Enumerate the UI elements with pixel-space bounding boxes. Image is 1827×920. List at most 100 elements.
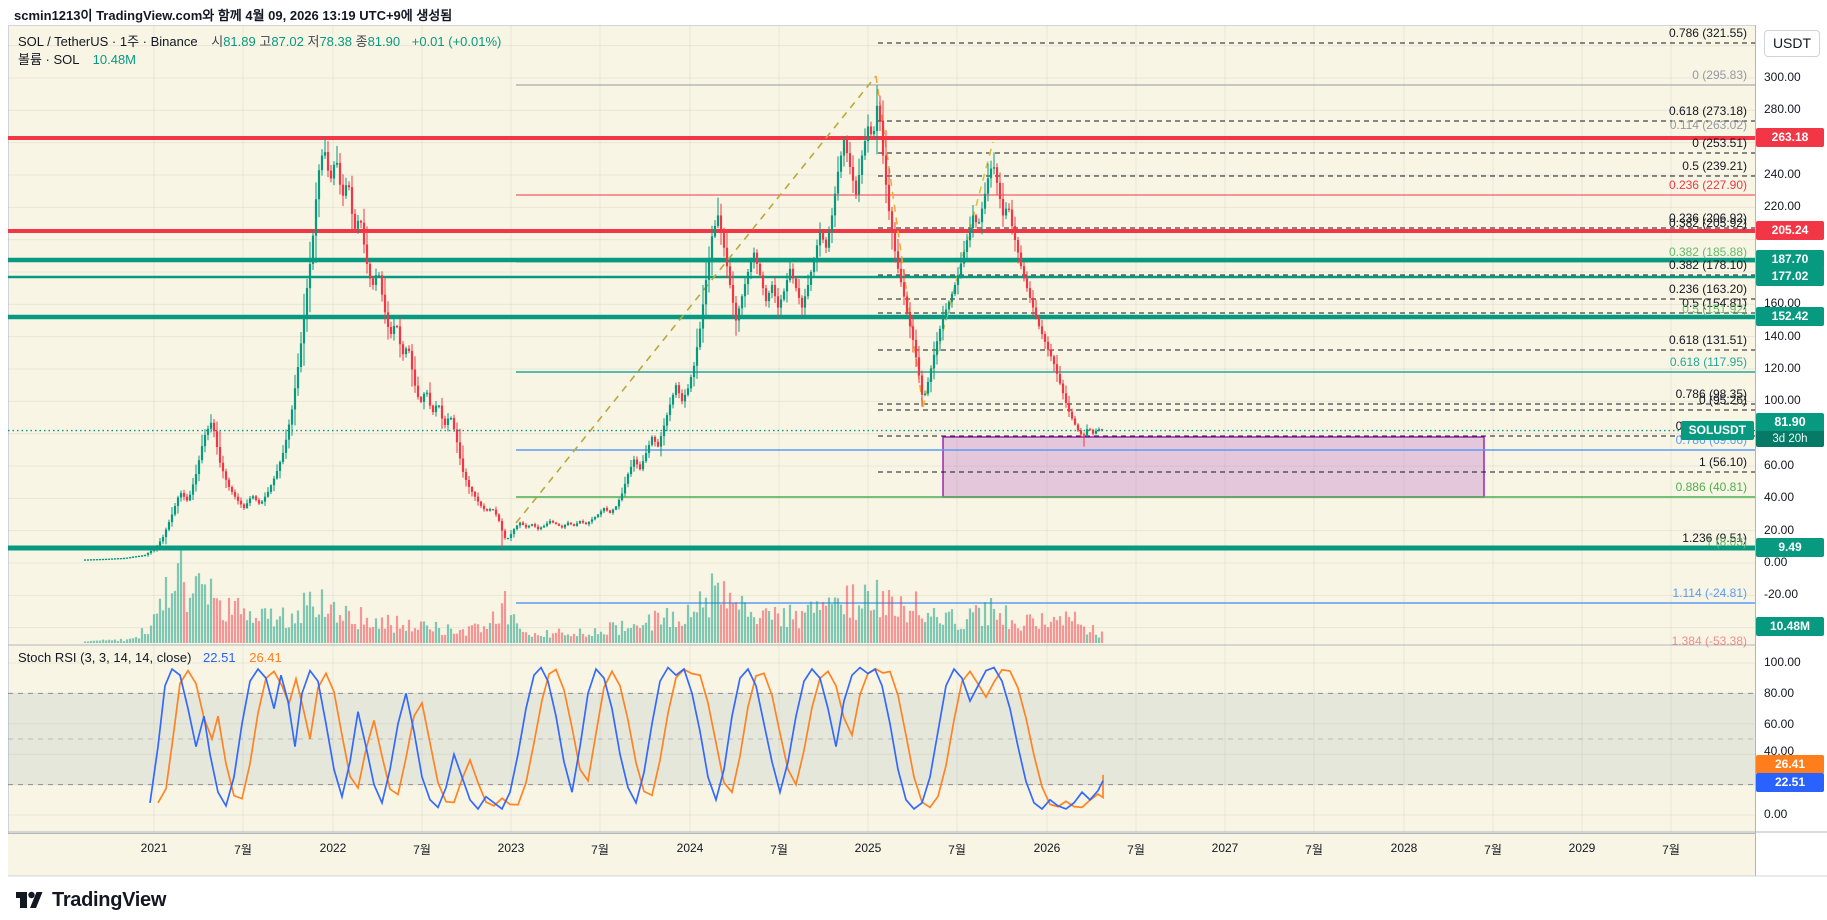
ohlc-key: 고: [259, 34, 272, 49]
axis-price-tag: 263.18: [1756, 128, 1824, 147]
time-axis-label: 7월: [1305, 843, 1323, 857]
time-axis-label: 2027: [1211, 841, 1239, 855]
time-axis-label: 7월: [1127, 843, 1145, 857]
price-axis-tick: 220.00: [1764, 199, 1801, 213]
time-axis-label: 7월: [234, 843, 252, 857]
price-axis-tick: 120.00: [1764, 361, 1801, 375]
volume-value: 10.48M: [92, 52, 137, 67]
volume-legend-row[interactable]: 볼륨 · SOL 10.48M: [18, 49, 136, 68]
time-axis-label: 2022: [319, 841, 347, 855]
candles: [83, 85, 1104, 561]
currency-toggle-button[interactable]: USDT: [1764, 30, 1820, 57]
highlight-box[interactable]: [942, 436, 1485, 498]
axis-price-tag: 187.70: [1756, 250, 1824, 269]
stoch-rsi-title[interactable]: Stoch RSI (3, 3, 14, 14, close): [18, 650, 192, 665]
change-value: +0.01 (+0.01%): [411, 34, 502, 49]
symbol-legend-row[interactable]: SOL / TetherUS · 1주 · Binance 시81.89 고87…: [18, 31, 501, 50]
fib-level-label: 0.786 (98.35): [1675, 387, 1747, 401]
tradingview-logo[interactable]: TradingView: [14, 886, 166, 914]
time-axis-label: 7월: [591, 843, 609, 857]
price-axis-tick: 0.00: [1764, 807, 1788, 821]
fib-level-label: 0 (295.83): [1692, 68, 1747, 82]
ohlc-value: 81.89: [223, 34, 260, 49]
axis-price-tag: 26.41: [1756, 755, 1824, 774]
current-price-tag: 81.90 3d 20h: [1756, 413, 1824, 447]
time-axis-label: 2028: [1390, 841, 1418, 855]
fib-level-label: 1 (8.03): [1705, 535, 1747, 549]
symbol-price-label: SOLUSDT: [1680, 421, 1754, 440]
time-axis-label: 2025: [854, 841, 882, 855]
axis-price-tag: 205.24: [1756, 221, 1824, 240]
time-axis-label: 2021: [140, 841, 168, 855]
current-price-value: 81.90: [1756, 413, 1824, 431]
fib-level-label: 0.236 (163.20): [1668, 282, 1747, 296]
time-axis-label: 2024: [676, 841, 704, 855]
ohlc-key: 저: [307, 34, 320, 49]
price-axis-tick: 80.00: [1764, 686, 1795, 700]
fib-level-label: 0 (95.26): [1698, 393, 1747, 407]
fib-level-label: 0.618 (117.95): [1669, 355, 1747, 369]
price-axis-tick: 40.00: [1764, 490, 1795, 504]
volume-label[interactable]: 볼륨 · SOL: [18, 52, 80, 67]
time-axis-label: 2026: [1033, 841, 1061, 855]
fib-level-label: 0 (253.51): [1692, 136, 1747, 150]
stoch-k-value: 22.51: [203, 650, 236, 665]
axis-price-tag: 22.51: [1756, 773, 1824, 792]
volume-bars: [83, 550, 1104, 643]
top-strip: scmin1213이 TradingView.com와 함께 4월 09, 20…: [0, 0, 1827, 25]
fib-level-label: 1 (56.10): [1698, 455, 1747, 469]
price-axis-tick: 60.00: [1764, 458, 1795, 472]
fib-level-label: 1.384 (-53.38): [1671, 634, 1747, 648]
candle-countdown: 3d 20h: [1756, 431, 1824, 447]
fib-level-label: 0.382 (205.92): [1668, 216, 1747, 230]
tradingview-logo-text: TradingView: [52, 888, 167, 911]
price-axis-tick: 20.00: [1764, 523, 1795, 537]
time-axis-label: 7월: [1662, 843, 1680, 857]
stoch-d-value: 26.41: [249, 650, 282, 665]
price-axis[interactable]: [1755, 25, 1827, 876]
stoch-rsi-legend[interactable]: Stoch RSI (3, 3, 14, 14, close) 22.51 26…: [18, 650, 282, 665]
axis-price-tag: 152.42: [1756, 307, 1824, 326]
price-axis-tick: 140.00: [1764, 329, 1801, 343]
time-axis-label: 7월: [413, 843, 431, 857]
time-axis-label: 7월: [770, 843, 788, 857]
time-axis-label: 2029: [1568, 841, 1596, 855]
ohlc-value: 87.02: [271, 34, 308, 49]
price-axis-tick: 300.00: [1764, 70, 1801, 84]
fib-level-label: 0.618 (273.18): [1668, 104, 1747, 118]
fib-level-label: 0.382 (178.10): [1668, 258, 1747, 272]
time-axis[interactable]: [8, 833, 1755, 876]
ohlc-value: 81.90: [367, 34, 404, 49]
fib-level-label: 0.236 (227.90): [1668, 178, 1747, 192]
fib-level-label: 0.114 (263.02): [1669, 118, 1747, 132]
price-axis-tick: -20.00: [1764, 587, 1799, 601]
ohlc-value: 78.38: [319, 34, 356, 49]
time-axis-label: 7월: [1484, 843, 1502, 857]
fib-level-label: 0.5 (154.81): [1682, 296, 1747, 310]
fib-level-label: 0.886 (40.81): [1675, 480, 1747, 494]
symbol-title[interactable]: SOL / TetherUS · 1주 · Binance: [18, 34, 198, 49]
price-axis-tick: 0.00: [1764, 555, 1788, 569]
price-axis-tick: 100.00: [1764, 393, 1801, 407]
axis-price-tag: 9.49: [1756, 538, 1824, 557]
tradingview-logo-icon: [16, 891, 43, 908]
ohlc-key: 시: [211, 34, 224, 49]
time-axis-label: 7월: [948, 843, 966, 857]
stoch-k-line: [149, 666, 1104, 811]
ohlc-key: 종: [355, 34, 368, 49]
stoch-d-line: [157, 668, 1104, 809]
price-axis-tick: 240.00: [1764, 167, 1801, 181]
fib-level-label: 0.5 (151.92): [1682, 302, 1747, 316]
fib-level-label: 1.114 (-24.81): [1672, 586, 1748, 600]
price-axis-tick: 280.00: [1764, 102, 1801, 116]
fib-level-label: 0.618 (131.51): [1668, 333, 1747, 347]
price-axis-tick: 60.00: [1764, 717, 1795, 731]
axis-price-tag: 177.02: [1756, 267, 1824, 286]
ohlc-values: 시81.89 고87.02 저78.38 종81.90: [211, 34, 404, 49]
time-axis-label: 2023: [497, 841, 525, 855]
creation-attribution-text: scmin1213이 TradingView.com와 함께 4월 09, 20…: [14, 8, 453, 23]
price-axis-tick: 160.00: [1764, 296, 1801, 310]
price-axis-tick: 100.00: [1764, 655, 1801, 669]
